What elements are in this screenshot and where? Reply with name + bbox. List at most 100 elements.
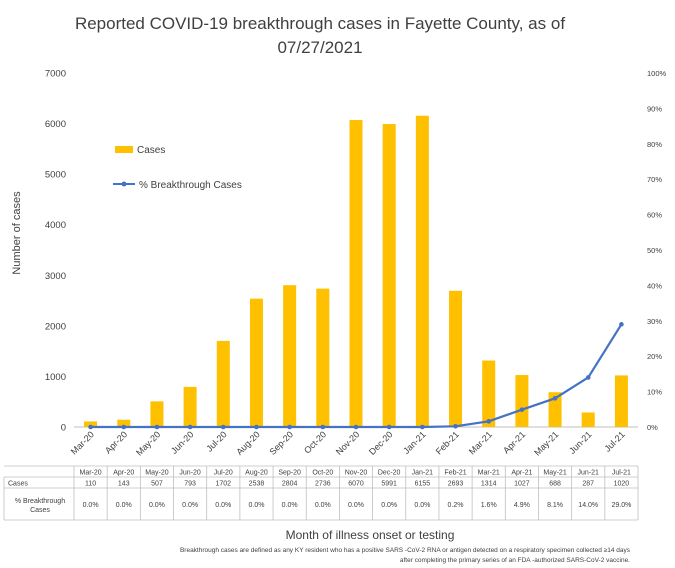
x-tick-label: Nov-20	[334, 429, 362, 457]
y2-tick-label: 20%	[647, 352, 662, 361]
table-cases-cell: 6155	[415, 481, 431, 488]
table-pct-cell: 0.0%	[248, 502, 264, 509]
table-pct-cell: 8.1%	[547, 502, 563, 509]
chart-title: Reported COVID-19 breakthrough cases in …	[74, 14, 566, 57]
bar	[515, 375, 529, 427]
y-axis-label: Number of cases	[11, 191, 23, 275]
pct-point	[486, 419, 492, 424]
bars-group	[84, 115, 628, 428]
footnote: Breakthrough cases are defined as any KY…	[179, 547, 630, 564]
table-pct-cell: 0.0%	[348, 502, 364, 509]
y2-tick-label: 50%	[647, 246, 662, 255]
pct-point	[552, 396, 558, 401]
table-header-cell: Apr-21	[511, 470, 532, 477]
table-pct-cell: 0.0%	[83, 502, 99, 509]
y2-tick-label: 30%	[647, 317, 662, 326]
table-header-cell: Oct-20	[312, 470, 333, 477]
x-tick-label: Oct-20	[302, 429, 328, 455]
x-tick-label: Jun-20	[169, 429, 196, 456]
table-header-cell: Mar-21	[478, 470, 500, 477]
pct-markers	[88, 322, 624, 430]
table-pct-cell: 29.0%	[611, 502, 631, 509]
table-pct-cell: 0.0%	[282, 502, 298, 509]
table-pct-cell: 0.0%	[414, 502, 430, 509]
table-cases-cell: 793	[184, 481, 196, 488]
x-tick-label: Jul-21	[602, 429, 626, 453]
pct-point	[420, 424, 425, 430]
table-header-cell: Jul-20	[214, 470, 233, 477]
bar	[117, 419, 131, 427]
pct-point	[220, 424, 226, 430]
x-axis-label: Month of illness onset or testing	[286, 528, 455, 542]
y2-tick-label: 70%	[647, 175, 662, 184]
y-tick-label: 5000	[45, 170, 66, 181]
legend-label-pct: % Breakthrough Cases	[139, 180, 242, 191]
x-tick-label: Dec-20	[367, 429, 395, 457]
bar	[581, 412, 595, 427]
y2-tick-label: 60%	[647, 211, 662, 220]
table-row-label-cases: Cases	[8, 481, 28, 488]
y2-tick-label: 80%	[647, 140, 662, 149]
x-tick-label: Sep-20	[267, 429, 295, 457]
table-header-cell: Jul-21	[612, 470, 631, 477]
pct-point	[287, 424, 292, 430]
bar	[415, 115, 429, 428]
table-pct-cell: 0.0%	[381, 502, 397, 509]
legend: Cases % Breakthrough Cases	[113, 145, 242, 191]
y2-tick-label: 10%	[647, 388, 662, 397]
y-tick-label: 7000	[45, 69, 66, 80]
table-cases-cell: 5991	[381, 481, 397, 488]
x-tick-label: Feb-21	[434, 429, 461, 456]
pct-point	[187, 424, 193, 430]
x-tick-label: Aug-20	[234, 429, 262, 457]
table-cases-cell: 6070	[348, 481, 364, 488]
y2-tick-label: 0%	[647, 423, 658, 432]
x-tick-label: May-20	[134, 429, 162, 457]
y2-tick-label: 40%	[647, 281, 662, 290]
table-cases-cell: 507	[151, 481, 163, 488]
y-tick-label: 2000	[45, 321, 66, 332]
x-tick-label: Apr-20	[103, 429, 129, 455]
table-header-cell: May-20	[145, 470, 168, 477]
x-tick-label: Jan-21	[401, 429, 428, 456]
table-cases-cell: 143	[118, 481, 130, 488]
bar	[216, 340, 230, 427]
table-cases-cell: 2804	[282, 481, 298, 488]
table-pct-cell: 0.0%	[315, 502, 331, 509]
x-tick-label: Mar-20	[69, 429, 96, 456]
table-cases-cell: 1314	[481, 481, 497, 488]
x-tick-label: Mar-21	[467, 429, 494, 456]
table-pct-cell: 0.0%	[116, 502, 132, 509]
bar	[614, 375, 628, 427]
table-cases-cell: 688	[549, 481, 561, 488]
table-header-cell: Jun-20	[179, 470, 201, 477]
y2-axis-ticks: 0% 10% 20% 30% 40% 50% 60% 70% 80% 90% 100%	[647, 69, 667, 432]
pct-point	[88, 424, 93, 430]
bar	[84, 421, 98, 427]
bar	[183, 386, 197, 427]
bar	[482, 360, 496, 427]
y-tick-label: 0	[61, 423, 66, 434]
bar	[349, 120, 363, 427]
pct-point	[519, 407, 525, 412]
bar	[249, 298, 263, 427]
table-header-cell: Feb-21	[444, 470, 466, 477]
table-cases-cell: 2538	[249, 481, 265, 488]
table-row-label-pct: % Breakthrough Cases	[15, 498, 65, 514]
pct-point	[619, 322, 624, 327]
pct-point	[320, 424, 326, 430]
table-cases-cell: 1020	[614, 481, 630, 488]
table-pct-cell: 0.0%	[215, 502, 231, 509]
table-cases-cell: 110	[85, 481, 96, 488]
y2-tick-label: 100%	[647, 69, 667, 78]
table-pct-cell: 4.9%	[514, 502, 530, 509]
x-tick-label: Jul-20	[204, 429, 228, 453]
bar	[382, 124, 396, 427]
table-pct-cell: 0.0%	[182, 502, 198, 509]
table-header-cell: Sep-20	[278, 470, 301, 477]
y-tick-label: 1000	[45, 372, 66, 383]
table-cases-cell: 1027	[514, 481, 530, 488]
table-header-cell: Apr-20	[113, 470, 134, 477]
table-pct-cell: 0.2%	[448, 502, 464, 509]
table-header-cell: Mar-20	[79, 470, 101, 477]
